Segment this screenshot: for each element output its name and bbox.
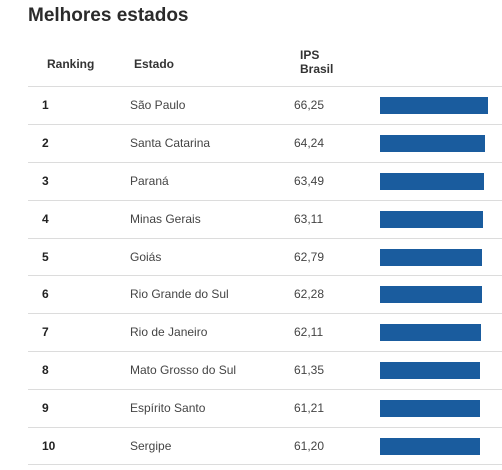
- ips-value-cell: 61,20: [294, 439, 325, 454]
- estado-cell: Minas Gerais: [130, 211, 201, 226]
- header-ips-line2: Brasil: [300, 62, 334, 76]
- table-row: 8 Mato Grosso do Sul 61,35: [28, 351, 502, 389]
- ips-value-cell: 62,79: [294, 249, 325, 264]
- estado-cell: Santa Catarina: [130, 135, 211, 150]
- ips-bar: [380, 210, 483, 228]
- ips-bar: [380, 362, 480, 380]
- ips-value-cell: 66,25: [294, 98, 325, 112]
- estado-cell: Paraná: [130, 173, 169, 188]
- ips-value-cell: 63,11: [294, 211, 324, 226]
- estado-cell: São Paulo: [130, 98, 186, 112]
- rank-cell: 1: [42, 98, 49, 112]
- chart-title: Melhores estados: [28, 5, 189, 26]
- ips-bar: [380, 172, 484, 190]
- rank-cell: 7: [42, 325, 49, 340]
- rank-cell: 9: [42, 401, 49, 416]
- table-row: 7 Rio de Janeiro 62,11: [28, 313, 502, 351]
- table-row: 3 Paraná 63,49: [28, 161, 502, 200]
- header-estado: Estado: [134, 57, 175, 71]
- rank-cell: 6: [42, 287, 49, 302]
- estado-cell: Espírito Santo: [130, 401, 206, 416]
- rank-cell: 10: [42, 439, 56, 454]
- rank-cell: 3: [42, 173, 49, 188]
- estado-cell: Rio Grande do Sul: [130, 287, 229, 302]
- ranking-table: 1 São Paulo 66,25 2 Santa Catarina 64,24 3 Para…: [28, 86, 502, 465]
- ips-bar: [380, 286, 482, 304]
- ips-bar: [380, 400, 480, 418]
- estado-cell: Rio de Janeiro: [130, 325, 208, 340]
- table-row: 5 Goiás 62,79: [28, 237, 502, 276]
- rank-cell: 8: [42, 363, 49, 378]
- ips-bar: [380, 324, 481, 342]
- estado-cell: Goiás: [130, 249, 162, 264]
- rank-cell: 5: [42, 249, 49, 264]
- estado-cell: Mato Grosso do Sul: [130, 363, 237, 378]
- ips-value-cell: 61,35: [294, 363, 325, 378]
- estado-cell: Sergipe: [130, 439, 172, 454]
- ips-value-cell: 61,21: [294, 401, 325, 416]
- table-row: 4 Minas Gerais 63,11: [28, 199, 502, 238]
- ips-value-cell: 62,28: [294, 287, 325, 302]
- table-row: 9 Espírito Santo 61,21: [28, 389, 502, 427]
- header-ranking: Ranking: [47, 57, 95, 71]
- table-row: 6 Rio Grande do Sul 62,28: [28, 275, 502, 313]
- table-row: 10 Sergipe 61,20: [28, 427, 502, 465]
- ips-bar: [380, 438, 480, 456]
- ips-value-cell: 64,24: [294, 135, 325, 150]
- ips-value-cell: 62,11: [294, 325, 324, 340]
- ips-value-cell: 63,49: [294, 173, 325, 188]
- table-row: 2 Santa Catarina 64,24: [28, 123, 502, 162]
- ips-bar: [380, 97, 488, 114]
- ips-bar: [380, 248, 482, 266]
- ips-bar: [380, 134, 485, 152]
- header-ips-brasil: IPS Brasil: [300, 48, 333, 76]
- table-row: 1 São Paulo 66,25: [28, 86, 502, 124]
- rank-cell: 2: [42, 135, 49, 150]
- header-ips-line1: IPS: [300, 48, 320, 62]
- rank-cell: 4: [42, 211, 49, 226]
